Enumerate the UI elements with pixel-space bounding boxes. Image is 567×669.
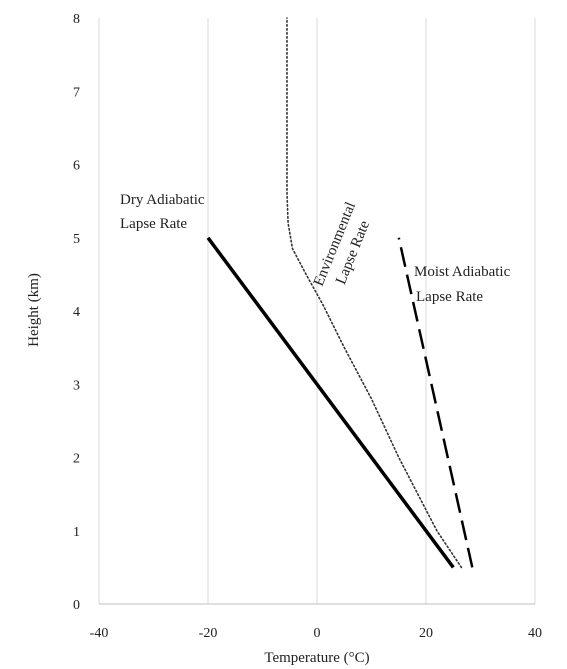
y-tick-label: 2 xyxy=(73,452,80,467)
grid-lines xyxy=(98,18,536,605)
dry-adiabatic-annotation: Dry Adiabatic Lapse Rate xyxy=(120,192,208,232)
environmental-annotation: Environmental Lapse Rate xyxy=(311,196,379,296)
y-tick-label: 4 xyxy=(73,305,80,320)
x-tick-label: -40 xyxy=(90,626,109,641)
y-tick-labels: 0 1 2 3 4 5 6 7 8 xyxy=(73,12,80,613)
y-tick-label: 1 xyxy=(73,525,80,540)
y-axis-label: Height (km) xyxy=(26,273,42,347)
x-axis-label: Temperature (°C) xyxy=(264,650,369,666)
y-tick-label: 7 xyxy=(73,85,80,100)
x-tick-label: 0 xyxy=(314,626,321,641)
series-line-dotted xyxy=(286,17,463,569)
x-tick-label: 20 xyxy=(419,626,433,641)
series-lines xyxy=(206,17,474,569)
y-tick-label: 0 xyxy=(73,598,80,613)
series-line-dashed xyxy=(397,237,474,568)
x-tick-label: 40 xyxy=(528,626,542,641)
y-tick-label: 6 xyxy=(73,159,80,174)
x-tick-labels: -40 -20 0 20 40 xyxy=(90,626,542,641)
moist-adiabatic-annotation: Moist Adiabatic Lapse Rate xyxy=(414,264,514,305)
y-tick-label: 8 xyxy=(73,12,80,27)
y-tick-label: 5 xyxy=(73,232,80,247)
series-line-solid xyxy=(206,236,455,569)
x-tick-label: -20 xyxy=(199,626,218,641)
y-tick-label: 3 xyxy=(73,378,80,393)
